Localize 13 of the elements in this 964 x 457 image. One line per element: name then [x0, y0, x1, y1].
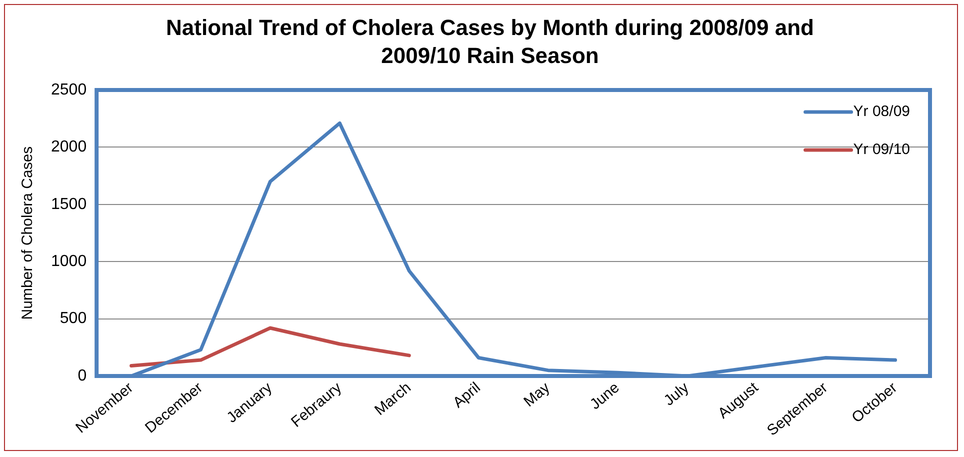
y-tick-label: 0 — [78, 367, 87, 384]
y-tick-label: 2000 — [51, 138, 87, 156]
legend-label: Yr 08/09 — [853, 103, 910, 120]
y-tick-label: 500 — [60, 310, 87, 328]
x-tick-label: July — [660, 378, 693, 410]
y-tick-label: 1000 — [51, 253, 87, 270]
y-tick-label: 1500 — [51, 196, 87, 213]
x-tick-label: June — [586, 379, 623, 414]
y-tick-label: 2500 — [51, 81, 87, 98]
chart-title: National Trend of Cholera Cases by Month during 2008/09 and 2009/10 Rain Season — [165, 14, 815, 70]
legend-label: Yr 09/10 — [853, 141, 910, 158]
y-axis-title: Number of Cholera Cases — [19, 146, 36, 320]
x-tick-label: May — [520, 378, 554, 410]
